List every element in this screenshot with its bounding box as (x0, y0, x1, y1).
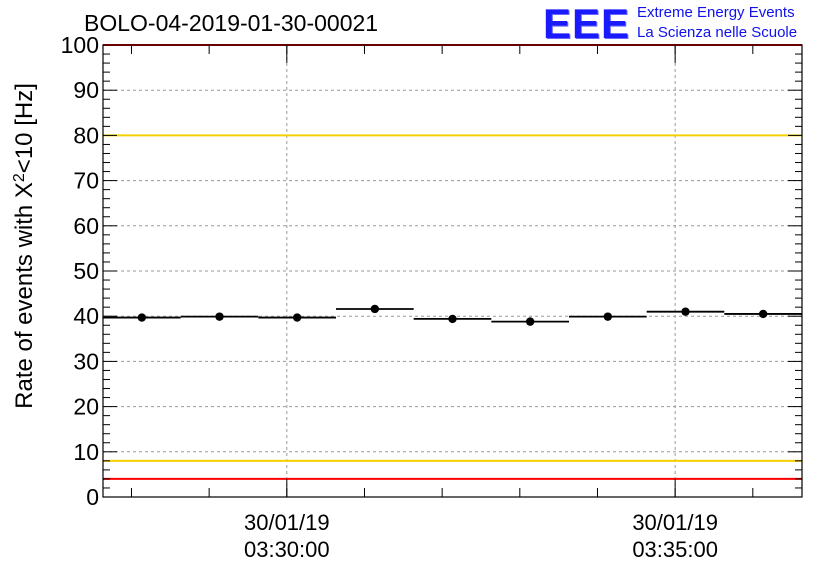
y-axis-title: Rate of events with X2<10 [Hz] (11, 83, 39, 409)
data-point (137, 313, 147, 322)
data-point (292, 313, 302, 322)
chart-title: BOLO-04-2019-01-30-00021 (84, 10, 379, 36)
x-tick-date-label: 30/01/19 (632, 510, 718, 535)
eee-logo: EEE Extreme Energy Events La Scienza nel… (543, 0, 833, 47)
data-point (370, 304, 380, 314)
logo-text-line1: Extreme Energy Events (637, 4, 795, 21)
eee-logo-mark: EEE (543, 0, 631, 47)
data-series (103, 304, 802, 326)
y-tick-label: 20 (73, 394, 99, 420)
logo-text-line2: La Scienza nelle Scuole (637, 24, 798, 41)
data-point (525, 317, 535, 326)
y-tick-label: 50 (73, 258, 99, 284)
data-point (681, 307, 690, 316)
data-point (448, 314, 457, 324)
data-point (603, 312, 613, 321)
grid (103, 45, 802, 497)
data-point (758, 309, 768, 319)
y-tick-label: 90 (73, 77, 99, 103)
y-tick-label: 0 (86, 484, 99, 510)
y-tick-label: 30 (73, 348, 99, 374)
data-point (215, 312, 224, 321)
x-tick-date-label: 30/01/19 (244, 510, 330, 535)
x-tick-label: 03:35:00 (632, 537, 718, 562)
y-tick-label: 60 (73, 213, 99, 239)
y-tick-label: 10 (73, 439, 99, 465)
y-axis: 0 10 20 30 40 50 60 70 80 90 100 (61, 32, 802, 510)
y-tick-label: 100 (61, 32, 99, 58)
y-tick-label: 80 (73, 122, 99, 148)
y-tick-label: 40 (73, 303, 99, 329)
y-tick-label: 70 (73, 168, 99, 194)
x-tick-label: 03:30:00 (244, 537, 330, 562)
